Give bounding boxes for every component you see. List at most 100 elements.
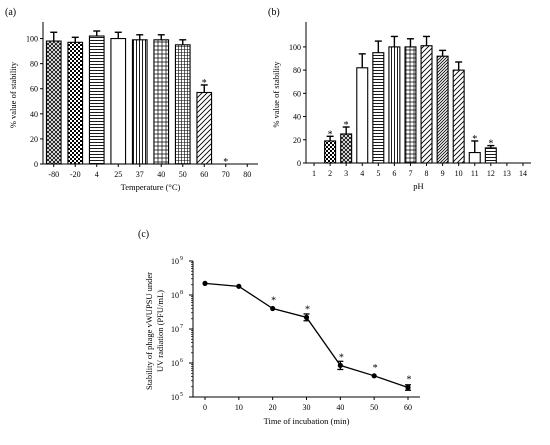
y-tick-label: 100 <box>289 43 301 52</box>
y-tick-label-exponent: 7 <box>180 324 183 330</box>
data-point <box>337 362 343 368</box>
x-tick-label: 10 <box>235 403 243 412</box>
x-tick-label: 8 <box>425 169 429 178</box>
data-point <box>202 280 208 286</box>
x-axis-label: pH <box>413 181 423 191</box>
x-tick-label: 6 <box>392 169 396 178</box>
significance-star: * <box>223 157 228 168</box>
bar <box>484 147 497 164</box>
x-tick-label: 60 <box>200 170 208 179</box>
x-tick-label: 25 <box>114 170 122 179</box>
x-tick-label: 0 <box>203 403 207 412</box>
bar <box>110 37 127 165</box>
x-tick-label: 40 <box>336 403 344 412</box>
bar <box>174 44 191 165</box>
y-axis-label: % value of stability <box>271 61 281 128</box>
bar <box>340 133 353 164</box>
bar <box>372 52 385 164</box>
x-tick-label: 50 <box>179 170 187 179</box>
data-point <box>371 373 377 379</box>
x-tick-label: 2 <box>328 169 332 178</box>
bar <box>452 69 465 164</box>
y-tick-label-base: 10 <box>171 359 179 368</box>
bar <box>67 41 84 165</box>
y-tick-label-exponent: 5 <box>180 392 183 398</box>
x-tick-label: 4 <box>360 169 364 178</box>
y-tick-label: 40 <box>30 110 38 119</box>
data-point <box>236 283 242 289</box>
y-tick-label-base: 10 <box>171 291 179 300</box>
significance-star: * <box>344 120 349 131</box>
x-tick-label: 9 <box>441 169 445 178</box>
x-tick-label: 60 <box>404 403 412 412</box>
significance-star: * <box>328 129 333 140</box>
significance-star: * <box>407 375 412 386</box>
data-point <box>270 305 276 312</box>
y-tick-label: 20 <box>30 135 38 144</box>
y-tick-label-base: 10 <box>171 257 179 266</box>
y-tick-label: 0 <box>34 160 38 169</box>
y-tick-label: 60 <box>293 89 301 98</box>
y-tick-label-exponent: 6 <box>180 358 183 364</box>
x-tick-label: 13 <box>503 169 511 178</box>
y-tick-label: 40 <box>293 113 301 122</box>
y-axis-label-line-2: UV radiation (PFU/mL) <box>155 290 165 372</box>
y-tick-label-exponent: 9 <box>180 256 183 262</box>
significance-star: * <box>202 78 207 89</box>
y-tick-label: 100 <box>26 35 38 44</box>
x-tick-label: 70 <box>222 170 230 179</box>
significance-star: * <box>472 134 477 145</box>
panel-a-temperature-chart: (a) 0 20 40 60 80 100 -80 -20 4 25 37 40 50 * 60 * 70 80 Te… <box>5 7 258 192</box>
x-tick-label: 7 <box>408 169 412 178</box>
bar <box>468 152 481 164</box>
x-tick-label: 5 <box>376 169 380 178</box>
x-tick-label: 3 <box>344 169 348 178</box>
x-tick-label: 10 <box>455 169 463 178</box>
bar <box>404 46 417 164</box>
bar <box>88 35 105 165</box>
x-tick-label: -80 <box>48 170 59 179</box>
bar <box>436 55 449 164</box>
bar <box>324 140 337 164</box>
x-tick-label: 1 <box>312 169 316 178</box>
panel-c-uv-chart: (c)10 510 610 710 810 90 10 20 30 40 50 60*****Time… <box>138 229 420 426</box>
y-tick-label: 80 <box>293 66 301 75</box>
panel-label: (b) <box>268 7 280 18</box>
x-tick-label: 14 <box>519 169 527 178</box>
y-tick-label: 20 <box>293 136 301 145</box>
y-tick-label-base: 10 <box>171 325 179 334</box>
panel-label: (a) <box>5 7 16 18</box>
x-tick-label: 20 <box>269 403 277 412</box>
y-tick-label: 60 <box>30 85 38 94</box>
significance-star: * <box>339 352 344 363</box>
significance-star: * <box>488 139 493 150</box>
y-tick-label: 80 <box>30 60 38 69</box>
y-tick-label-base: 10 <box>171 393 179 402</box>
x-tick-label: 11 <box>471 169 479 178</box>
data-point <box>405 384 411 391</box>
x-tick-label: 40 <box>157 170 165 179</box>
x-tick-label: -20 <box>70 170 81 179</box>
bar <box>356 67 369 164</box>
bar <box>131 39 148 165</box>
x-tick-label: 4 <box>95 170 99 179</box>
bar <box>196 91 213 165</box>
y-tick-label-exponent: 8 <box>180 290 183 296</box>
x-axis-label: Temperature (°C) <box>121 182 181 192</box>
bar <box>153 39 170 165</box>
x-tick-label: 12 <box>487 169 495 178</box>
x-axis-label: Time of incubation (min) <box>264 416 350 426</box>
y-axis-label: % value of stability <box>8 61 18 128</box>
bar <box>45 40 62 165</box>
panel-b-ph-chart: (b) 0 20 40 60 80 100 1 * 2 * 3 4 5 6 7 8 9 10 * 11 * 12 13 14 pH… <box>268 7 531 191</box>
bar <box>388 46 401 164</box>
y-tick-label: 0 <box>297 159 301 168</box>
x-tick-label: 50 <box>370 403 378 412</box>
data-point <box>303 314 310 320</box>
panel-label: (c) <box>138 229 149 240</box>
x-tick-label: 80 <box>243 170 251 179</box>
bar <box>420 45 433 164</box>
x-tick-label: 37 <box>136 170 144 179</box>
significance-star: * <box>305 304 310 315</box>
